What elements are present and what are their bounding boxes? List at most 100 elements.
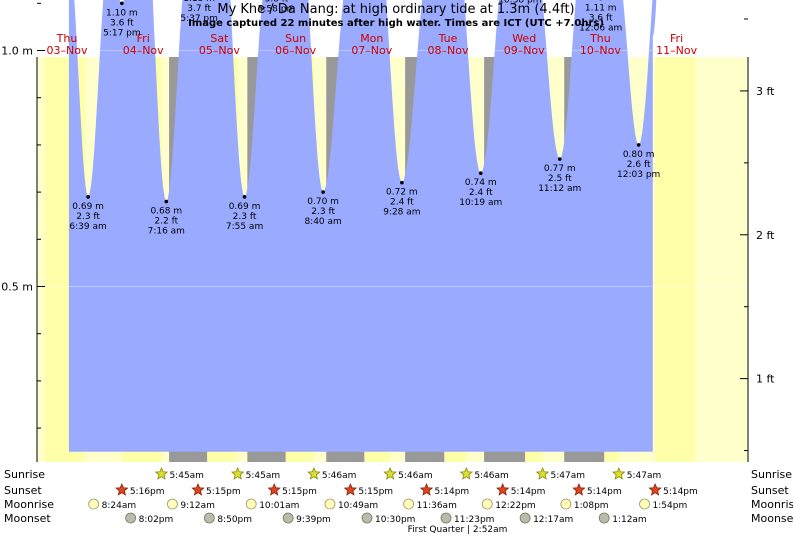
sunset-icon: [191, 482, 205, 496]
low-tide-label: 6:39 am: [69, 222, 106, 232]
moonset-time: 12:17am: [533, 515, 573, 525]
sunset-icon: [648, 482, 662, 496]
sunrise-icon: [535, 466, 550, 480]
moonrise-time: 10:49am: [338, 501, 378, 511]
night-band: [655, 57, 695, 462]
low-tide-label: 0.77 m: [544, 164, 576, 174]
low-tide-point: [242, 195, 247, 199]
left-tick-label: 0.5 m: [1, 281, 33, 294]
low-tide-label: 2.4 ft: [390, 198, 414, 208]
day-labels: Thu03–NovFri04–NovSat05–NovSun06–NovMon0…: [47, 32, 698, 57]
sunrise-time: 5:45am: [246, 471, 281, 481]
moonrise-icon: [639, 498, 650, 510]
row-label-right: Moonrise: [751, 498, 793, 511]
row-label-left: Moonset: [4, 512, 51, 525]
moonset-time: 8:50pm: [217, 515, 252, 525]
sunset-icon: [115, 482, 129, 496]
low-tide-point: [400, 180, 404, 185]
low-tide-label: 0.68 m: [150, 207, 182, 217]
sunrise-time: 5:47am: [551, 471, 586, 481]
low-tide-label: 0.69 m: [229, 202, 261, 212]
low-tide-label: 2.3 ft: [233, 212, 257, 222]
sunset-time: 5:15pm: [358, 487, 393, 497]
low-tide-label: 2.3 ft: [311, 207, 335, 217]
sunset-time: 5:15pm: [206, 487, 241, 497]
day-name: Sun: [285, 32, 306, 45]
sunset-icon: [343, 482, 358, 496]
low-tide-label: 2.3 ft: [76, 212, 100, 222]
right-tick-label: 1 ft: [756, 373, 775, 386]
low-tide-label: 1.11 m: [585, 4, 617, 14]
moonrise-icon: [167, 498, 178, 510]
sunset-time: 5:14pm: [663, 487, 698, 497]
low-tide-label: 0.74 m: [465, 178, 497, 188]
row-label-right: Sunrise: [751, 468, 792, 481]
right-tick-label: 3 ft: [756, 85, 775, 98]
low-tide-label: 2.4 ft: [469, 188, 493, 198]
day-name: Sat: [210, 32, 229, 45]
day-date: 11–Nov: [656, 44, 697, 57]
low-tide-label: 1.10 m: [106, 8, 138, 18]
moonset-time: 8:02pm: [139, 515, 174, 525]
day-date: 08–Nov: [428, 44, 469, 57]
day-date: 06–Nov: [275, 44, 316, 57]
moonset-icon: [361, 512, 373, 524]
sunrise-icon: [307, 466, 321, 480]
chart-title: My Khe / Da Nang: at high ordinary tide …: [217, 2, 574, 17]
low-tide-point: [557, 157, 562, 161]
low-tide-label: 2.2 ft: [154, 217, 178, 227]
low-tide-label: 12:06 am: [579, 24, 622, 34]
sunset-icon: [267, 482, 281, 496]
day-name: Tue: [438, 32, 458, 45]
day-date: 03–Nov: [47, 44, 88, 57]
low-tide-label: 11:12 am: [538, 184, 581, 194]
low-tide-label: 2.6 ft: [627, 160, 651, 170]
low-tide-label: 7:55 am: [226, 222, 263, 232]
sunset-time: 5:14pm: [511, 487, 546, 497]
moonrise-icon: [245, 498, 257, 510]
moonset-icon: [598, 512, 610, 524]
moon-phase-label: First Quarter | 2:52am: [408, 525, 508, 535]
low-tide-label: 2.5 ft: [548, 174, 572, 184]
low-tide-point: [321, 190, 325, 194]
day-date: 05–Nov: [199, 44, 240, 57]
chart-header: My Khe / Da Nang: at high ordinary tide …: [188, 2, 604, 29]
low-tide-label: 3.7 ft: [187, 4, 211, 14]
day-name: Fri: [137, 32, 150, 45]
moonset-icon: [282, 512, 294, 524]
day-name: Fri: [670, 32, 683, 45]
low-tide-point: [478, 171, 483, 176]
low-tide-label: 3.8 ft: [265, 0, 289, 5]
moonrise-time: 1:08pm: [574, 501, 609, 511]
right-tick-label: 2 ft: [756, 229, 775, 242]
row-label-right: Moonset: [751, 512, 793, 525]
moonset-time: 10:30pm: [375, 515, 415, 525]
moonrise-icon: [560, 498, 572, 510]
sunrise-time: 5:46am: [398, 471, 433, 481]
axes: 0.5 m1.0 m1.5 m1 ft2 ft3 ft4 ft5 ft: [1, 2, 775, 462]
low-tide-label: 3.6 ft: [110, 18, 134, 28]
low-tide-label: 6:32 pm: [336, 0, 374, 1]
row-label-right: Sunset: [751, 484, 789, 497]
moonrise-time: 12:22pm: [495, 501, 535, 511]
sunrise-icon: [230, 466, 245, 480]
sunrise-icon: [383, 466, 397, 480]
moonset-icon: [125, 512, 136, 524]
moonrise-icon: [481, 498, 493, 510]
moonrise-time: 1:54pm: [653, 501, 688, 511]
low-tide-label: 3.6 ft: [589, 14, 613, 24]
low-tide-label: 0.70 m: [307, 197, 339, 207]
low-tide-label: 10:19 am: [459, 198, 502, 208]
tide-events: 0.69 m2.3 ft6:39 am1:17 pm3.9 ft1.20 m1.…: [69, 0, 660, 237]
sunset-icon: [419, 482, 434, 496]
sunset-icon: [496, 482, 510, 496]
moonrise-icon: [324, 498, 336, 510]
moonset-time: 1:12am: [612, 515, 647, 525]
tide-curve: [68, 0, 657, 452]
sunrise-time: 5:45am: [169, 471, 204, 481]
moonrise-icon: [88, 498, 100, 510]
tide-area: [68, 0, 657, 452]
low-tide-point: [164, 199, 169, 204]
low-tide-point: [636, 143, 641, 147]
